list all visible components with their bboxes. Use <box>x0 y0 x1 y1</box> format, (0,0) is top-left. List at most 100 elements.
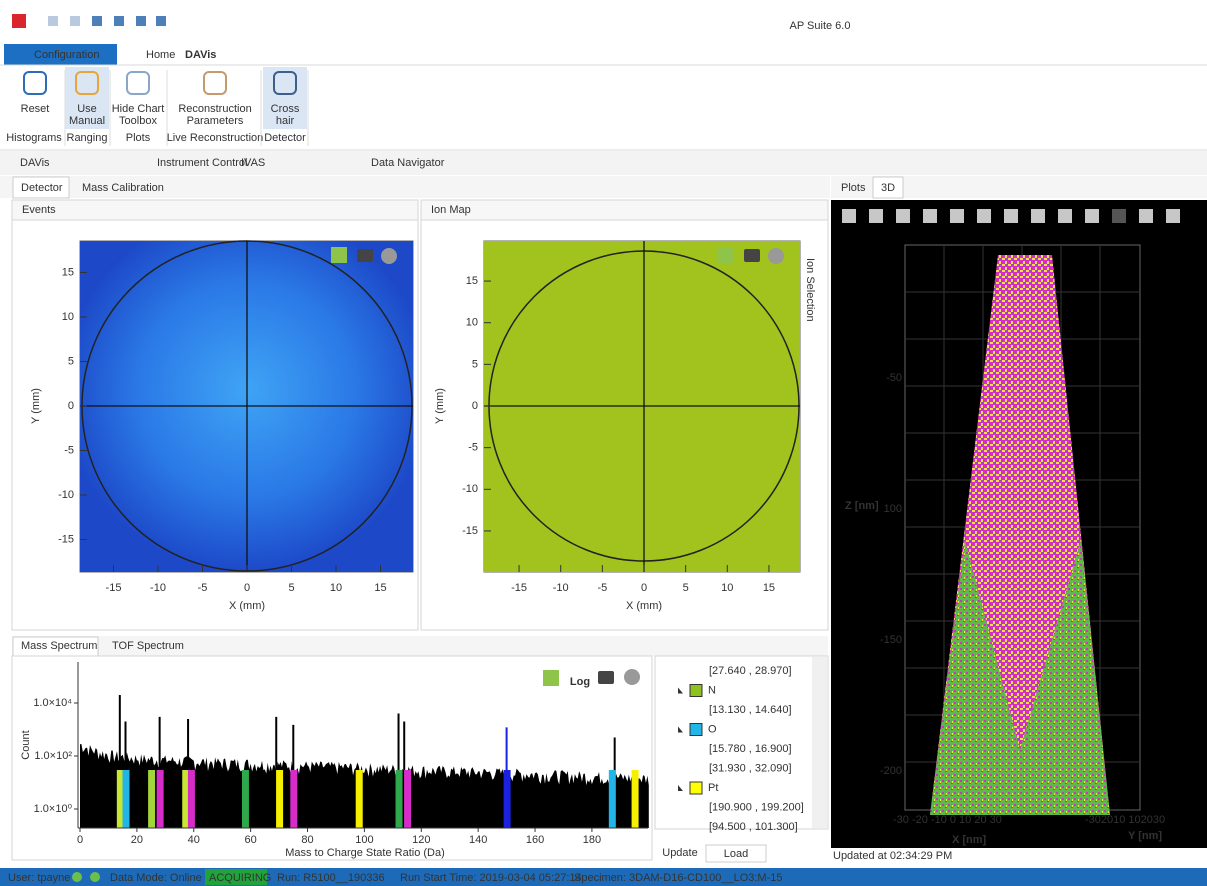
range-band <box>503 770 511 828</box>
x-tick-label: 60 <box>245 834 257 846</box>
subtab[interactable]: Mass Calibration <box>82 182 164 194</box>
window-title: AP Suite 6.0 <box>790 20 851 32</box>
y-tick-label: 1.0×10⁰ <box>34 803 73 815</box>
quick-access-icon[interactable] <box>48 16 58 26</box>
y-tick-label: 5 <box>68 355 74 367</box>
config-tab[interactable] <box>4 44 117 65</box>
toolbar-icon[interactable] <box>718 247 734 263</box>
ribbon-tab[interactable]: Home <box>146 49 175 61</box>
quick-access-icon[interactable] <box>92 16 102 26</box>
view3d-tool[interactable] <box>1058 209 1072 223</box>
list-button[interactable]: Update <box>662 847 697 859</box>
ion-range[interactable]: [190.900 , 199.200] <box>709 801 804 813</box>
x-tick-label: 120 <box>412 834 430 846</box>
toolbar-icon[interactable] <box>768 248 784 264</box>
ion-name[interactable]: N <box>708 684 716 696</box>
right-tab[interactable]: Plots <box>841 182 866 194</box>
x-tick-label: 5 <box>683 582 689 594</box>
view3d-tool[interactable] <box>1004 209 1018 223</box>
subtab[interactable]: Detector <box>21 182 63 194</box>
load-button[interactable] <box>705 844 767 863</box>
main-tab-bar <box>0 151 1207 175</box>
range-band <box>122 770 130 828</box>
toolbar-icon[interactable] <box>331 247 347 263</box>
main-tab[interactable]: Data Navigator <box>371 157 445 169</box>
toolbar-icon[interactable] <box>744 249 760 262</box>
ion-range[interactable]: [31.930 , 32.090] <box>709 762 792 774</box>
view3d-tool[interactable] <box>1085 209 1099 223</box>
y-tick-label: -15 <box>462 525 478 537</box>
toolbar-icon[interactable] <box>357 249 373 262</box>
view3d-tool[interactable] <box>923 209 937 223</box>
y-tick-label: -5 <box>468 442 478 454</box>
quick-access-icon[interactable] <box>114 16 124 26</box>
range-band <box>395 770 403 828</box>
view3d-tool[interactable] <box>950 209 964 223</box>
spectrum-tab[interactable]: Mass Spectrum <box>21 640 97 652</box>
view3d-tool[interactable] <box>1139 209 1153 223</box>
view3d-tool[interactable] <box>1166 209 1180 223</box>
ion-range[interactable]: [13.130 , 14.640] <box>709 704 792 716</box>
list-button[interactable]: Load <box>724 848 748 860</box>
status-state: ACQUIRING <box>209 872 271 884</box>
view3d-tool[interactable] <box>842 209 856 223</box>
scrollbar <box>812 657 827 828</box>
ribbon-button-label[interactable]: Cross <box>271 103 300 115</box>
title-bar <box>0 0 1207 40</box>
view3d-tool[interactable] <box>1112 209 1126 223</box>
x-tick-text: -30 -20 -10 0 10 20 30 <box>893 814 1002 826</box>
ribbon-button-label[interactable]: Toolbox <box>119 115 157 127</box>
view3d-tool[interactable] <box>1031 209 1045 223</box>
log-button[interactable]: Log <box>570 676 590 688</box>
ribbon-button-label[interactable]: Reset <box>21 103 50 115</box>
toolbar-icon[interactable] <box>624 669 640 685</box>
ribbon-button-label[interactable]: Manual <box>69 115 105 127</box>
view3d-tool[interactable] <box>896 209 910 223</box>
ion-range[interactable]: [15.780 , 16.900] <box>709 743 792 755</box>
view3d-tool[interactable] <box>977 209 991 223</box>
x-tick-label: -5 <box>597 582 607 594</box>
ion-range[interactable]: [94.500 , 101.300] <box>709 821 798 833</box>
x-tick-label: 140 <box>469 834 487 846</box>
ribbon-button-label[interactable]: Reconstruction <box>178 103 251 115</box>
ribbon-button-label[interactable]: Parameters <box>187 115 244 127</box>
ribbon-tab[interactable]: DAVis <box>185 49 216 61</box>
main-tab[interactable]: DAVis <box>20 157 50 169</box>
main-tab[interactable]: Instrument Control <box>157 157 247 169</box>
ribbon-tab[interactable]: Configuration <box>34 49 99 61</box>
status-run: Run: R5100__190336 <box>277 872 385 884</box>
range-band <box>631 770 639 828</box>
y-tick-label: 10 <box>466 317 478 329</box>
plot-header <box>420 199 829 221</box>
toolbar-icon[interactable] <box>598 671 614 684</box>
side-label[interactable]: Ion Selection <box>804 258 816 322</box>
view3d-tool[interactable] <box>869 209 883 223</box>
z-tick-label: -50 <box>886 372 902 384</box>
x-tick-label: 80 <box>301 834 313 846</box>
ribbon-button-label[interactable]: hair <box>276 115 295 127</box>
y-tick-label: -15 <box>58 533 74 545</box>
y-tick-text: -302010 102030 <box>1085 814 1165 826</box>
ribbon-button-label[interactable]: Hide Chart <box>112 103 165 115</box>
main-tab[interactable]: IVAS <box>241 157 265 169</box>
toolbar-icon[interactable] <box>543 670 559 686</box>
quick-access-icon[interactable] <box>136 16 146 26</box>
ion-range[interactable]: [27.640 , 28.970] <box>709 665 792 677</box>
spectrum-tab[interactable]: TOF Spectrum <box>112 640 184 652</box>
quick-access-icon[interactable] <box>70 16 80 26</box>
ion-name[interactable]: Pt <box>708 782 718 794</box>
subtab-bar <box>0 176 830 198</box>
app-icon <box>12 14 26 28</box>
ion-name[interactable]: O <box>708 723 717 735</box>
ion-color <box>689 684 703 697</box>
range-band <box>241 770 249 828</box>
ribbon-group-label: Ranging <box>67 132 108 144</box>
ribbon-button-label[interactable]: Use <box>77 103 97 115</box>
quick-access-icon[interactable] <box>156 16 166 26</box>
plot-title: Ion Map <box>431 204 471 216</box>
ribbon-icon <box>23 71 47 95</box>
x-tick-label: -10 <box>553 582 569 594</box>
right-tab-active <box>872 176 904 199</box>
right-tab[interactable]: 3D <box>881 182 895 194</box>
toolbar-icon[interactable] <box>381 248 397 264</box>
